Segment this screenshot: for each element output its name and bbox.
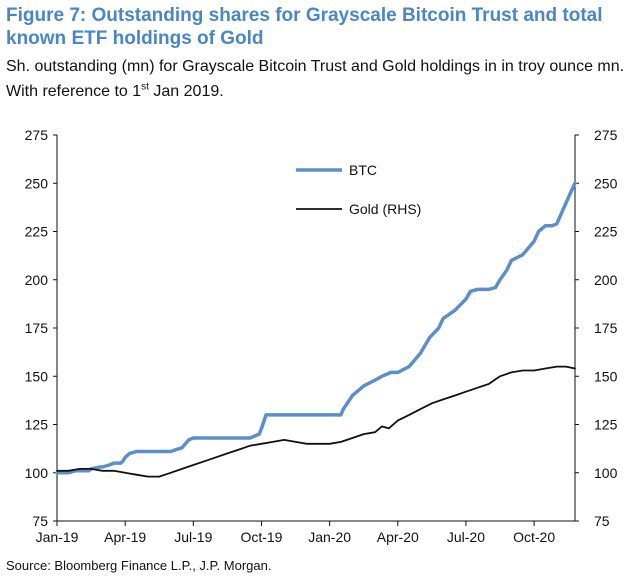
y-tick-label: 225 <box>25 224 49 240</box>
y-tick-label: 150 <box>25 368 49 384</box>
source-note: Source: Bloomberg Finance L.P., J.P. Mor… <box>6 558 272 573</box>
line-chart: 75 100 125 150 175 200 225 250 275 75 100 125 150 175… <box>25 127 618 545</box>
y2-tick-label: 100 <box>594 465 618 481</box>
x-tick-label: Jul-19 <box>174 529 212 545</box>
legend-label: BTC <box>349 162 377 178</box>
y2-tick-label: 225 <box>594 224 618 240</box>
series-line-btc <box>55 181 577 475</box>
y-tick-label: 250 <box>25 175 49 191</box>
subtitle-text-end: Jan 2019. <box>148 83 224 100</box>
subtitle-superscript: st <box>141 81 149 93</box>
x-tick-label: Jan-19 <box>36 529 79 545</box>
y2-tick-label: 75 <box>594 513 610 529</box>
y-tick-label: 175 <box>25 320 49 336</box>
x-tick-label: Oct-19 <box>240 529 282 545</box>
y2-tick-label: 125 <box>594 417 618 433</box>
y-tick-label: 200 <box>25 272 49 288</box>
y2-tick-label: 200 <box>594 272 618 288</box>
x-tick-label: Jan-20 <box>308 529 351 545</box>
legend-label: Gold (RHS) <box>349 201 421 217</box>
y-tick-label: 100 <box>25 465 49 481</box>
figure-title: Figure 7: Outstanding shares for Graysca… <box>6 5 603 49</box>
subtitle-text: Sh. outstanding (mn) for Grayscale Bitco… <box>6 58 625 100</box>
series-line-gold <box>56 365 576 478</box>
x-tick-label: Apr-20 <box>377 529 419 545</box>
y-tick-label: 275 <box>25 127 49 143</box>
y2-tick-label: 150 <box>594 368 618 384</box>
figure-subtitle: Sh. outstanding (mn) for Grayscale Bitco… <box>6 54 631 104</box>
y2-tick-label: 275 <box>594 127 618 143</box>
x-tick-label: Apr-19 <box>104 529 146 545</box>
x-tick-label: Jul-20 <box>447 529 485 545</box>
y2-tick-label: 175 <box>594 320 618 336</box>
y2-tick-label: 250 <box>594 175 618 191</box>
y-tick-label: 125 <box>25 417 49 433</box>
x-tick-label: Oct-20 <box>513 529 555 545</box>
y-tick-label: 75 <box>32 513 48 529</box>
